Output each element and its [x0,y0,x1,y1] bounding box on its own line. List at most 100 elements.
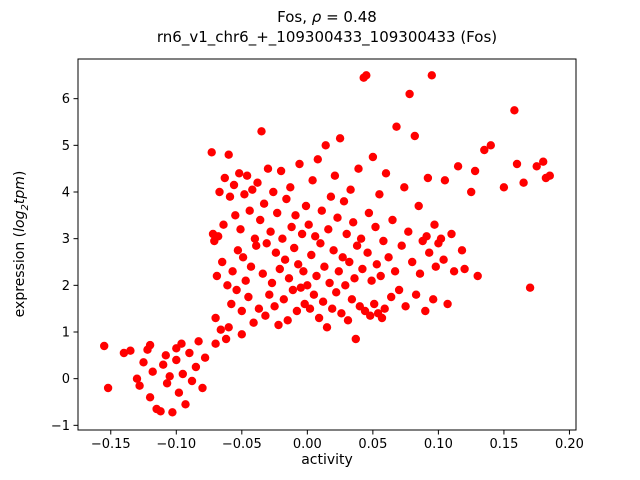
data-point [443,299,452,309]
data-point [295,159,304,169]
data-point [181,400,190,409]
data-point [258,269,267,278]
data-point [345,257,354,267]
data-point [415,269,425,278]
data-point [410,131,419,141]
data-point [231,211,240,220]
data-point [257,127,266,136]
data-point [253,178,262,187]
data-point [390,267,400,276]
data-point [237,306,246,316]
x-tick-label: 0.00 [293,437,322,452]
data-point [339,197,349,206]
data-point [290,243,299,253]
data-point [270,302,279,311]
data-point [242,171,252,180]
data-point [245,206,254,215]
data-point [341,281,350,290]
data-point [397,241,406,250]
data-point [241,276,250,285]
data-point [376,271,385,281]
data-point [249,318,258,327]
data-point [525,283,535,292]
x-tick-label: 0.05 [358,437,387,452]
data-point [322,323,332,332]
data-point [305,304,315,313]
data-point [191,362,201,372]
data-point [211,339,220,348]
data-point [178,369,187,379]
y-tick-label: 4 [62,186,70,201]
data-point [313,155,322,164]
data-point [291,211,300,220]
data-point [223,281,232,290]
data-point [371,222,380,232]
data-point [174,388,184,397]
data-point [411,290,421,299]
x-tick-label: 0.10 [424,437,453,452]
data-point [297,229,307,239]
data-point [156,407,165,416]
x-tick-label: −0.15 [91,437,131,452]
data-point [145,393,155,402]
data-point [387,292,396,302]
data-point [252,241,261,250]
data-point [545,171,554,180]
data-point [145,340,155,350]
data-point [423,173,433,183]
data-point [267,278,277,288]
data-point [250,234,260,243]
data-point [185,348,194,358]
data-point [380,304,389,313]
data-point [244,292,253,302]
y-tick-label: 5 [62,139,70,154]
data-point [422,232,431,241]
data-point [350,274,359,283]
ylabel-prefix: expression ( [12,231,28,318]
data-point [330,171,340,180]
data-point [388,215,397,225]
data-point [303,281,312,290]
data-point [165,372,174,381]
data-point [342,229,351,239]
data-point [187,376,197,386]
data-point [346,185,355,194]
data-point [400,183,409,192]
data-point [394,285,404,295]
data-point [349,218,358,227]
data-point [256,215,265,225]
data-point [266,227,275,236]
data-point [392,122,401,131]
data-point [334,267,343,276]
data-point [473,271,482,281]
data-point [429,295,438,304]
data-point [499,183,509,192]
data-point [299,267,308,276]
data-point [119,348,129,358]
data-point [259,199,269,208]
data-point [148,367,157,376]
data-point [372,260,381,269]
data-point [227,299,236,309]
data-point [254,304,264,313]
data-point [309,290,319,299]
data-point [224,150,233,159]
data-point [510,106,519,115]
data-point [172,355,181,365]
data-point [246,262,256,271]
data-point [221,334,231,344]
data-point [215,187,224,197]
data-point [363,248,372,257]
x-tick-label: −0.10 [156,437,196,452]
data-point [207,148,216,157]
data-point [214,232,223,241]
data-point [375,190,384,199]
data-point [314,313,324,323]
data-point [358,264,367,274]
data-point [343,316,353,325]
data-point [312,271,321,281]
data-point [421,306,430,316]
data-point [228,267,237,276]
data-point [278,234,287,243]
